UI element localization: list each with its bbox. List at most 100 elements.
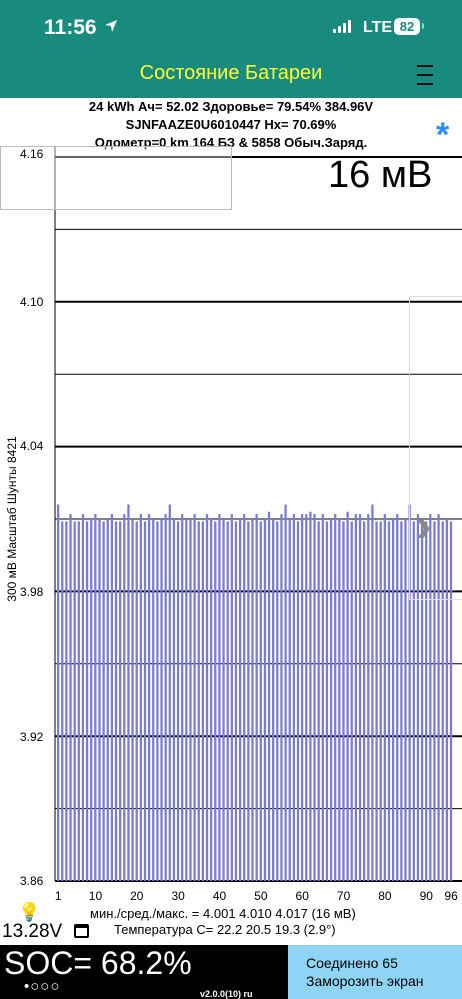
cell-bar [276, 521, 279, 881]
xtick-label: 50 [254, 889, 268, 903]
cell-bar [272, 519, 275, 881]
cell-bar [77, 521, 80, 881]
cell-bar [305, 514, 308, 881]
app-bar: Состояние Батареи [0, 56, 462, 98]
ytick-label: 4.16 [20, 147, 44, 161]
star-icon[interactable]: * [436, 116, 450, 154]
cell-bar [139, 514, 142, 881]
cell-bar [358, 514, 362, 881]
soc-value: SOC= 68.2% [4, 945, 192, 981]
cell-bar [251, 519, 254, 881]
connection-panel[interactable] [288, 945, 462, 999]
page-indicator[interactable]: •○○○ [24, 978, 61, 995]
xtick-label: 10 [88, 889, 103, 903]
cell-bar [172, 519, 176, 881]
lightbulb-icon[interactable]: 💡 [18, 902, 41, 922]
cell-bar [164, 514, 167, 881]
cell-bar [106, 519, 109, 881]
cell-bar [412, 521, 415, 881]
battery-info-line-1: 24 kWh Ач= 52.02 Здоровье= 79.54% 384.96… [88, 99, 374, 114]
cell-bar [152, 519, 155, 881]
cell-voltage-chart[interactable] [0, 0, 462, 900]
cell-bar [433, 521, 436, 881]
cell-bar [404, 519, 407, 881]
cell-bar [193, 514, 196, 881]
cell-bar [238, 519, 242, 881]
xtick-label: 90 [419, 889, 433, 903]
cell-bar [429, 514, 432, 881]
cell-bar [346, 511, 349, 881]
cell-bar [387, 521, 391, 881]
cell-bar [383, 514, 386, 881]
cell-bar [396, 514, 399, 881]
cell-bar [218, 514, 221, 881]
cell-bar [391, 519, 395, 881]
chart-title: 16 мВ [328, 154, 433, 196]
cell-bar [267, 511, 271, 881]
cell-bar [338, 519, 341, 881]
xtick-label: 96 [444, 889, 458, 903]
y-axis-label: 300 мВ Масштаб Шунты 8421 [5, 436, 19, 602]
cell-bar [230, 514, 233, 881]
aux-battery-voltage: 13.28V [2, 921, 63, 942]
ytick-label: 3.92 [20, 730, 44, 744]
cell-bar [123, 514, 126, 881]
cell-bar [288, 519, 291, 881]
xtick-label: 80 [378, 889, 392, 903]
cellular-signal-icon [333, 20, 357, 33]
battery-icon: 82 [394, 18, 420, 35]
cell-bar [160, 519, 163, 881]
cell-bar [441, 521, 444, 881]
cell-bar [379, 521, 382, 881]
cell-bar [363, 521, 366, 881]
cell-bar [147, 514, 151, 881]
cell-bar [81, 514, 85, 881]
freeze-screen-button[interactable]: Заморозить экран [306, 973, 424, 989]
cell-bar [222, 519, 225, 881]
cell-bar [98, 519, 101, 881]
soc-panel[interactable] [0, 945, 288, 999]
cell-bar [181, 514, 184, 881]
app-version: v2.0.0(10) ru [200, 989, 253, 999]
xtick-label: 30 [171, 889, 185, 903]
zoom-overlay-box[interactable] [0, 146, 232, 210]
network-type: LTE [363, 19, 393, 36]
cell-bar [214, 521, 217, 881]
cell-bar [342, 521, 345, 881]
location-arrow-icon [105, 20, 117, 32]
connection-status: Соединено 65 [306, 955, 398, 971]
calendar-icon[interactable] [74, 924, 89, 938]
cell-bar [73, 521, 76, 881]
cell-bar [313, 514, 316, 881]
cell-bar [85, 521, 89, 881]
cell-bar [408, 504, 411, 881]
xtick-label: 40 [212, 889, 227, 903]
cell-bar [400, 521, 403, 881]
cell-bar [189, 519, 192, 881]
cell-bar [325, 521, 329, 881]
cell-bar [420, 519, 424, 881]
temperature-stats: Температура С= 22.2 20.5 19.3 (2.9°) [114, 922, 336, 937]
ytick-label: 4.10 [20, 295, 44, 309]
status-bar: 11:56 LTE 82 [0, 0, 462, 56]
cell-bar [119, 521, 122, 881]
cell-bar [135, 521, 138, 881]
cell-bar [354, 514, 358, 881]
chevron-right-icon[interactable]: › [416, 499, 432, 551]
cell-bar [131, 519, 134, 881]
cell-bar [247, 521, 250, 881]
cell-bar [317, 521, 320, 881]
cell-bar [329, 519, 333, 881]
ytick-label: 3.86 [20, 874, 44, 888]
ytick-label: 3.98 [20, 585, 44, 599]
cell-bar [90, 519, 93, 881]
side-panel[interactable] [409, 296, 462, 600]
cell-bar [263, 519, 267, 881]
cell-bar [110, 514, 114, 881]
cell-bar [210, 519, 213, 881]
xtick-label: 1 [54, 889, 62, 903]
cell-bar [300, 514, 304, 881]
ytick-label: 4.04 [20, 439, 44, 453]
menu-icon[interactable] [412, 60, 440, 90]
cell-bar [156, 521, 159, 881]
